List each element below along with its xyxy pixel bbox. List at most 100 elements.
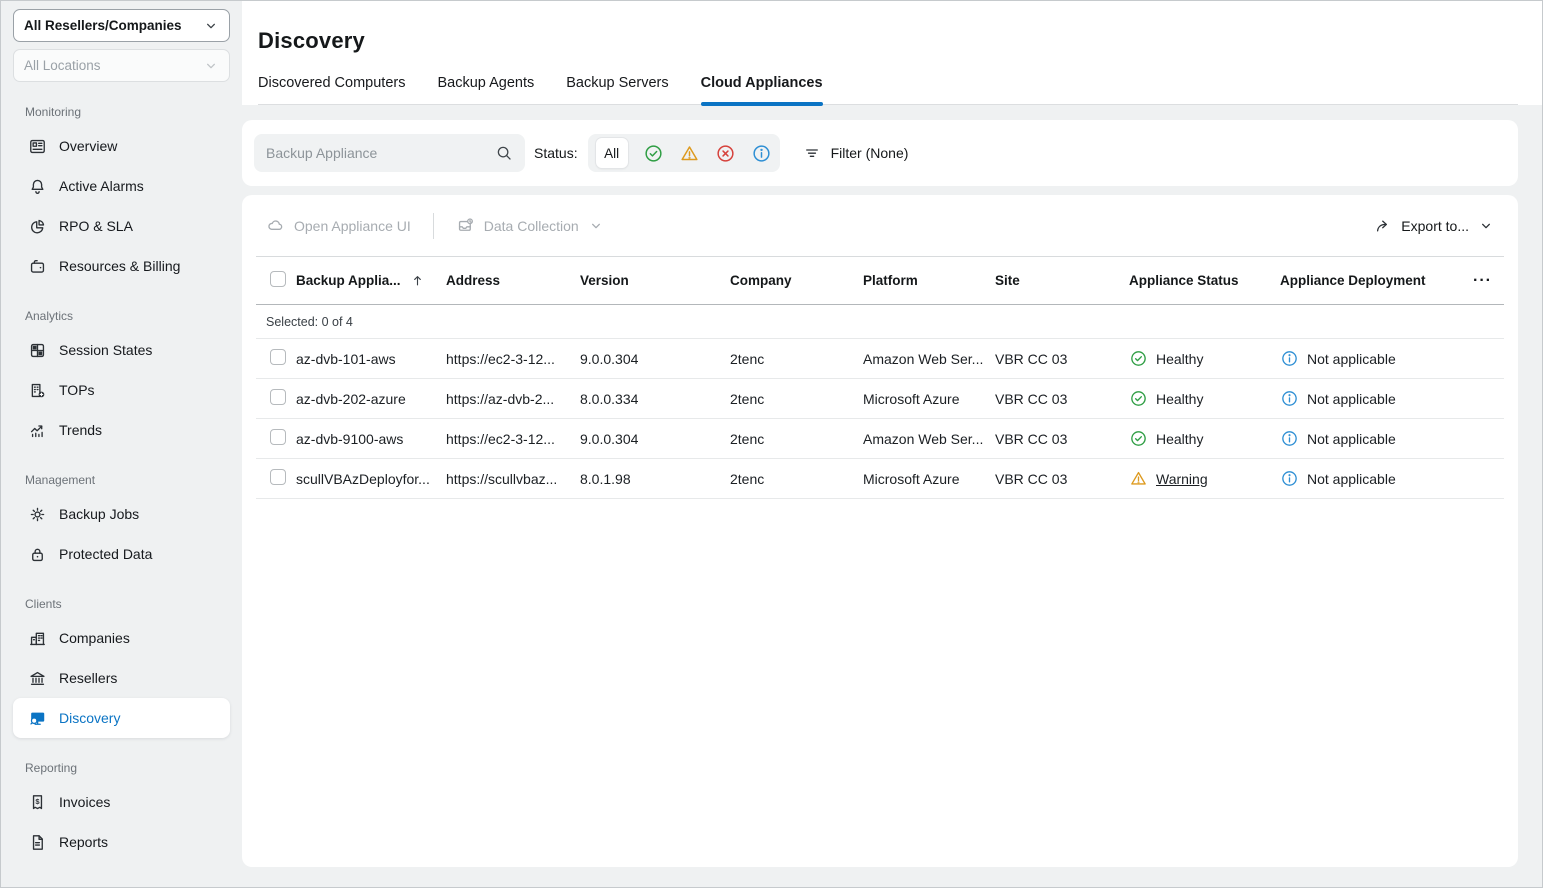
sidebar-item-label: Active Alarms <box>59 178 144 194</box>
status-filter-healthy-icon[interactable] <box>643 143 664 164</box>
data-collection-icon <box>456 216 475 235</box>
table-row[interactable]: scullVBAzDeployfor... https://scullvbaz..… <box>256 459 1504 499</box>
sidebar-item-backup-jobs[interactable]: Backup Jobs <box>13 494 230 534</box>
chevron-down-icon <box>203 58 219 74</box>
warning-triangle-icon <box>1129 469 1148 488</box>
status-label[interactable]: Warning <box>1156 470 1208 487</box>
sidebar-item-label: Companies <box>59 630 130 646</box>
cell-appliance-status: Warning <box>1129 469 1280 488</box>
cell-company: 2tenc <box>730 390 765 407</box>
tab-backup-agents[interactable]: Backup Agents <box>437 75 535 91</box>
column-header-company[interactable]: Company <box>730 273 792 288</box>
export-button[interactable]: Export to... <box>1374 217 1494 235</box>
open-appliance-ui-label: Open Appliance UI <box>294 217 411 234</box>
main-area: Discovery Discovered Computers Backup Age… <box>242 1 1542 887</box>
session-grid-icon <box>28 341 47 360</box>
cell-appliance-deployment: Not applicable <box>1280 429 1470 448</box>
table-row[interactable]: az-dvb-9100-aws https://ec2-3-12... 9.0.0.… <box>256 419 1504 459</box>
sidebar-item-label: Protected Data <box>59 546 153 562</box>
sidebar-item-tops[interactable]: TOPs <box>13 370 230 410</box>
cell-platform: Amazon Web Ser... <box>863 430 984 447</box>
chevron-down-icon <box>1478 218 1494 234</box>
sidebar-item-label: Overview <box>59 138 118 154</box>
sidebar-item-invoices[interactable]: $ Invoices <box>13 782 230 822</box>
page-header: Discovery Discovered Computers Backup Age… <box>242 1 1542 106</box>
sidebar-item-companies[interactable]: Companies <box>13 618 230 658</box>
filter-button[interactable]: Filter (None) <box>803 144 908 162</box>
report-doc-icon <box>28 833 47 852</box>
cloud-icon <box>266 216 285 235</box>
search-box[interactable] <box>254 134 525 172</box>
sidebar-item-session-states[interactable]: Session States <box>13 330 230 370</box>
healthy-check-icon <box>1129 349 1148 368</box>
row-checkbox[interactable] <box>270 389 286 405</box>
sidebar-item-label: Resources & Billing <box>59 258 181 274</box>
column-header-backup-appliance[interactable]: Backup Applia... <box>296 273 446 288</box>
cell-site: VBR CC 03 <box>995 470 1068 487</box>
data-collection-label: Data Collection <box>483 217 579 234</box>
sidebar-item-discovery[interactable]: Discovery <box>13 698 230 738</box>
toolbar-divider <box>432 212 434 239</box>
sidebar-item-protected-data[interactable]: Protected Data <box>13 534 230 574</box>
column-header-platform[interactable]: Platform <box>863 273 918 288</box>
svg-text:$: $ <box>35 796 40 805</box>
row-checkbox[interactable] <box>270 469 286 485</box>
row-checkbox[interactable] <box>270 429 286 445</box>
section-label-analytics: Analytics <box>25 309 74 323</box>
deployment-label: Not applicable <box>1307 430 1396 447</box>
chevron-down-icon <box>588 218 604 234</box>
column-header-appliance-deployment[interactable]: Appliance Deployment <box>1280 273 1426 288</box>
sidebar-item-resources-billing[interactable]: Resources & Billing <box>13 246 230 286</box>
cell-company: 2tenc <box>730 430 765 447</box>
content-area: Status: All Filter (None) Ope <box>242 105 1542 887</box>
data-collection-button[interactable]: Data Collection <box>456 216 604 235</box>
sidebar-item-label: TOPs <box>59 382 95 398</box>
cell-backup-appliance: scullVBAzDeployfor... <box>296 470 430 487</box>
reseller-company-select[interactable]: All Resellers/Companies <box>13 9 230 42</box>
cell-backup-appliance: az-dvb-202-azure <box>296 390 406 407</box>
column-header-appliance-status[interactable]: Appliance Status <box>1129 273 1239 288</box>
status-filter-warning-icon[interactable] <box>679 143 700 164</box>
sidebar-item-reports[interactable]: Reports <box>13 822 230 862</box>
cell-platform: Amazon Web Ser... <box>863 350 984 367</box>
sidebar-item-trends[interactable]: Trends <box>13 410 230 450</box>
section-label-clients: Clients <box>25 597 62 611</box>
cell-site: VBR CC 03 <box>995 350 1068 367</box>
column-header-version[interactable]: Version <box>580 273 629 288</box>
row-checkbox[interactable] <box>270 349 286 365</box>
sidebar-item-overview[interactable]: Overview <box>13 126 230 166</box>
search-input[interactable] <box>266 145 495 161</box>
cell-company: 2tenc <box>730 350 765 367</box>
building-plus-icon <box>28 381 47 400</box>
status-label: Healthy <box>1156 430 1204 447</box>
status-filter-all-button[interactable]: All <box>595 138 628 168</box>
table-row[interactable]: az-dvb-202-azure https://az-dvb-2... 8.0.0… <box>256 379 1504 419</box>
appliances-panel: Open Appliance UI Data Collection Export… <box>242 195 1518 867</box>
column-header-site[interactable]: Site <box>995 273 1020 288</box>
sidebar-item-rpo-sla[interactable]: RPO & SLA <box>13 206 230 246</box>
column-header-address[interactable]: Address <box>446 273 501 288</box>
cell-appliance-deployment: Not applicable <box>1280 469 1470 488</box>
status-filter-info-icon[interactable] <box>751 143 772 164</box>
location-select[interactable]: All Locations <box>13 49 230 82</box>
column-settings-button[interactable]: ··· <box>1473 271 1492 289</box>
select-all-checkbox[interactable] <box>270 271 286 287</box>
section-label-management: Management <box>25 473 96 487</box>
cell-appliance-status: Healthy <box>1129 349 1280 368</box>
healthy-check-icon <box>1129 429 1148 448</box>
status-filter-error-icon[interactable] <box>715 143 736 164</box>
tab-discovered-computers[interactable]: Discovered Computers <box>258 75 406 91</box>
sidebar-item-resellers[interactable]: Resellers <box>13 658 230 698</box>
open-appliance-ui-button[interactable]: Open Appliance UI <box>266 216 411 235</box>
table-row[interactable]: az-dvb-101-aws https://ec2-3-12... 9.0.0.3… <box>256 339 1504 379</box>
tab-backup-servers[interactable]: Backup Servers <box>566 75 669 91</box>
bank-icon <box>28 669 47 688</box>
trend-chart-icon <box>28 421 47 440</box>
deployment-label: Not applicable <box>1307 350 1396 367</box>
section-label-monitoring: Monitoring <box>25 105 82 119</box>
cell-version: 9.0.0.304 <box>580 350 639 367</box>
sidebar-item-label: Session States <box>59 342 153 358</box>
sidebar-item-active-alarms[interactable]: Active Alarms <box>13 166 230 206</box>
tab-cloud-appliances[interactable]: Cloud Appliances <box>700 75 823 106</box>
status-filter-group: All <box>587 134 780 172</box>
